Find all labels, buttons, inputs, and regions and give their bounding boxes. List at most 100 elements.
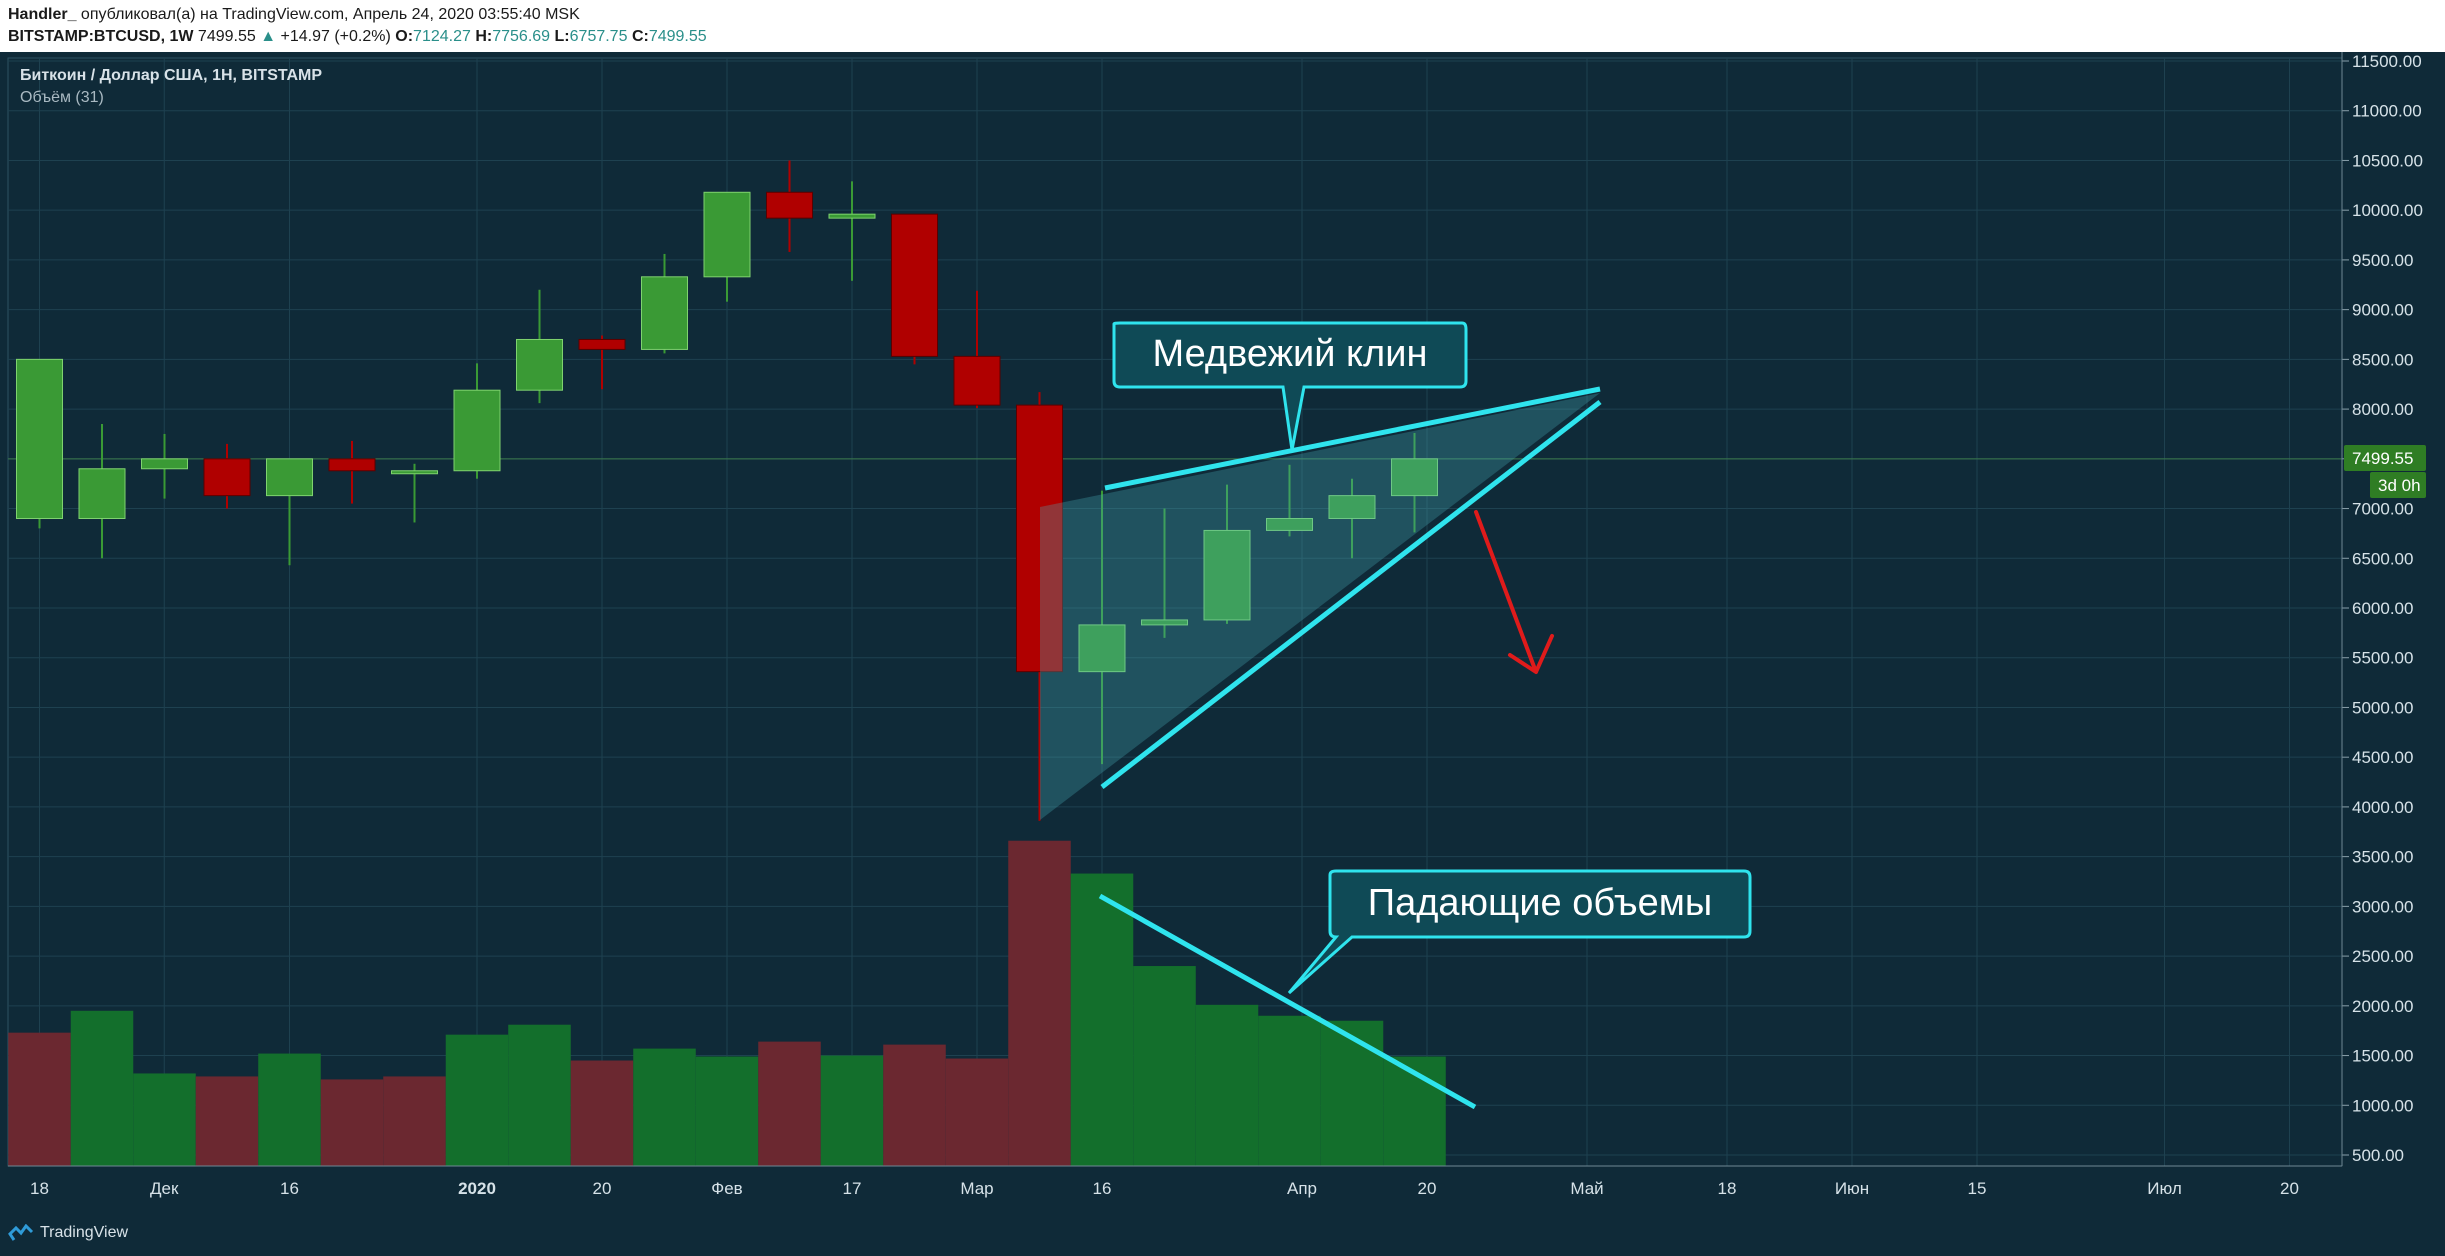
candle-body bbox=[16, 358, 63, 519]
y-tick-label: 10500.00 bbox=[2352, 151, 2423, 170]
open-value: 7124.27 bbox=[413, 28, 471, 45]
close-value: 7499.55 bbox=[648, 28, 707, 45]
candle-body bbox=[828, 213, 876, 219]
y-tick-label: 500.00 bbox=[2352, 1146, 2404, 1165]
x-tick-label: 15 bbox=[1968, 1179, 1987, 1198]
volume-bar bbox=[8, 1032, 71, 1166]
low-value: 6757.75 bbox=[569, 28, 628, 45]
y-tick-label: 1500.00 bbox=[2352, 1047, 2413, 1066]
wedge-callout-label: Медвежий клин bbox=[1153, 333, 1428, 375]
close-label: C: bbox=[631, 28, 649, 45]
x-tick-label: Июн bbox=[1835, 1179, 1869, 1198]
x-tick-label: Мар bbox=[960, 1179, 993, 1198]
drawings[interactable]: Медвежий клин Падающие объемы bbox=[1040, 321, 1752, 1110]
x-tick-label: 20 bbox=[593, 1179, 612, 1198]
volume-bar bbox=[1070, 873, 1134, 1166]
x-tick-label: 16 bbox=[1093, 1179, 1112, 1198]
countdown-badge-text: 3d 0h bbox=[2378, 476, 2421, 495]
symbol-label: BITSTAMP:BTCUSD, 1W bbox=[8, 28, 194, 45]
candle-body bbox=[1078, 624, 1126, 673]
last-price-badge bbox=[2344, 445, 2426, 471]
candle-body bbox=[1141, 619, 1188, 626]
cloud-icon bbox=[8, 1224, 34, 1241]
volume-bar bbox=[758, 1041, 821, 1166]
x-tick-label: 17 bbox=[843, 1179, 862, 1198]
volume-bar bbox=[945, 1058, 1009, 1166]
price-chart[interactable]: Медвежий клин Падающие объемы 11500.00 110… bbox=[0, 52, 2445, 1212]
candle-body bbox=[641, 276, 688, 350]
ohlc-line: BITSTAMP:BTCUSD, 1W 7499.55 ▲ +14.97 (+0… bbox=[8, 28, 707, 46]
x-tick-label: 2020 bbox=[458, 1179, 496, 1198]
brand-text: TradingView bbox=[40, 1224, 129, 1241]
candle-body bbox=[78, 468, 126, 519]
y-tick-label: 2000.00 bbox=[2352, 997, 2413, 1016]
y-tick-label: 7000.00 bbox=[2352, 500, 2413, 519]
volume-bar bbox=[133, 1073, 196, 1166]
wedge-lower-line[interactable] bbox=[1100, 400, 1602, 789]
candle-body bbox=[1203, 529, 1251, 621]
candle-body bbox=[328, 458, 376, 472]
publication-line: Handler_ опубликовал(а) на TradingView.c… bbox=[8, 6, 580, 24]
y-tick-label: 9000.00 bbox=[2352, 301, 2413, 320]
y-tick-label: 5000.00 bbox=[2352, 698, 2413, 717]
candle-body bbox=[766, 191, 813, 219]
volume-bar bbox=[508, 1024, 571, 1166]
y-tick-label: 3000.00 bbox=[2352, 897, 2413, 916]
y-tick-label: 6000.00 bbox=[2352, 599, 2413, 618]
chart-legend: Биткоин / Доллар США, 1Н, BITSTAMP Объём… bbox=[20, 67, 322, 106]
countdown-badge bbox=[2370, 472, 2426, 498]
price-axis[interactable]: 11500.00 11000.00 10500.00 10000.00 9500.00 9… bbox=[2341, 52, 2426, 1166]
volume-bar bbox=[820, 1055, 884, 1166]
wedge-upper-line[interactable] bbox=[1104, 386, 1601, 491]
volume-bar bbox=[1195, 1004, 1259, 1166]
x-tick-label: Апр bbox=[1287, 1179, 1317, 1198]
candle-body bbox=[203, 458, 251, 497]
wedge-callout[interactable] bbox=[1112, 321, 1468, 451]
y-tick-label: 8500.00 bbox=[2352, 350, 2413, 369]
publication-header: Handler_ опубликовал(а) на TradingView.c… bbox=[0, 0, 2445, 52]
high-value: 7756.69 bbox=[492, 28, 551, 45]
volume-bar bbox=[883, 1044, 946, 1166]
author-name[interactable]: Handler_ bbox=[8, 6, 77, 23]
volume-trend-line[interactable] bbox=[1098, 893, 1477, 1110]
volume-callout[interactable] bbox=[1287, 869, 1752, 995]
change-value: +14.97 (+0.2%) bbox=[280, 28, 391, 45]
change-up-icon: ▲ bbox=[260, 28, 277, 45]
candle-body bbox=[953, 355, 1001, 406]
candle-body bbox=[266, 458, 313, 497]
open-label: O: bbox=[395, 28, 414, 45]
volume-bar bbox=[633, 1048, 696, 1166]
volume-bar bbox=[383, 1076, 446, 1166]
time-axis[interactable]: 18 Дек 16 2020 20 Фев 17 Мар 16 Апр 20 Май 18 Июн 15 Ию… bbox=[8, 1165, 2342, 1198]
y-tick-label: 11500.00 bbox=[2352, 52, 2422, 71]
legend-title: Биткоин / Доллар США, 1Н, BITSTAMP bbox=[20, 67, 322, 84]
candle-body bbox=[578, 338, 626, 350]
candle-body bbox=[1016, 404, 1063, 673]
tradingview-logo[interactable]: TradingView bbox=[8, 1224, 128, 1242]
x-tick-label: 20 bbox=[2280, 1179, 2299, 1198]
volume-bar bbox=[258, 1053, 321, 1166]
volume-bar bbox=[695, 1056, 759, 1166]
candle-body bbox=[1266, 517, 1313, 531]
legend-volume: Объём (31) bbox=[20, 89, 104, 106]
wedge-fill bbox=[1040, 393, 1600, 820]
y-tick-label: 2500.00 bbox=[2352, 947, 2413, 966]
candle-body bbox=[891, 213, 938, 357]
y-tick-label: 4500.00 bbox=[2352, 748, 2413, 767]
y-tick-label: 5500.00 bbox=[2352, 649, 2413, 668]
candle-body bbox=[1391, 458, 1438, 497]
published-text: опубликовал(а) на TradingView.com, Апрел… bbox=[80, 6, 580, 23]
high-label: H: bbox=[475, 28, 493, 45]
y-tick-label: 9500.00 bbox=[2352, 251, 2413, 270]
footer-bar: TradingView bbox=[0, 1212, 2445, 1256]
down-arrow-icon[interactable] bbox=[1474, 510, 1554, 674]
candle-body bbox=[703, 191, 751, 278]
last-price: 7499.55 bbox=[197, 28, 256, 45]
y-tick-label: 8000.00 bbox=[2352, 400, 2413, 419]
y-tick-label: 1000.00 bbox=[2352, 1096, 2413, 1115]
candle-body bbox=[516, 338, 563, 391]
volume-bar bbox=[1008, 840, 1071, 1166]
x-tick-label: Июл bbox=[2147, 1179, 2182, 1198]
y-tick-label: 4000.00 bbox=[2352, 798, 2413, 817]
volume-bar bbox=[320, 1079, 384, 1166]
